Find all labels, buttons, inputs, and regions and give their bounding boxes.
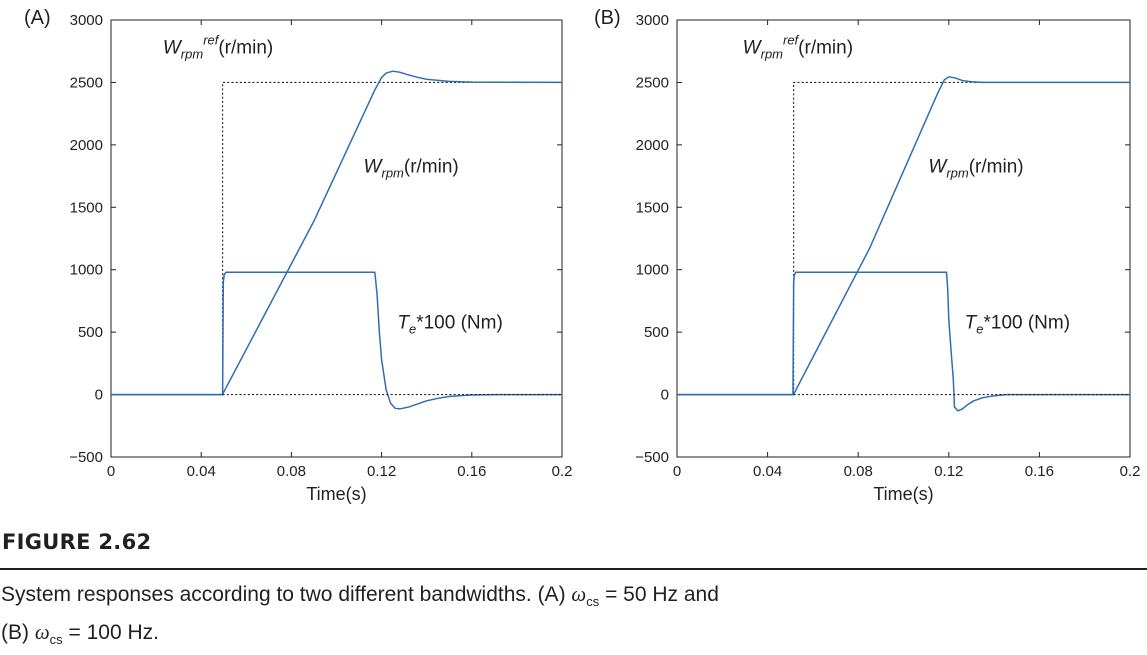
annotation-0: Wrpmref(r/min) xyxy=(163,33,273,62)
x-tick-label: 0.12 xyxy=(934,463,963,480)
x-axis-label: Time(s) xyxy=(306,484,366,504)
annotation-0: Wrpmref(r/min) xyxy=(743,33,853,62)
caption-sub-a: cs xyxy=(586,594,600,610)
y-tick-label: 500 xyxy=(644,324,669,341)
caption-line2-text: (B) xyxy=(1,621,35,645)
caption-line1-value: = 50 Hz and xyxy=(599,583,719,606)
figure-panels: 0 0.04 0.08 0.12 0.16 0.2−5000500100015002000… xyxy=(24,7,1140,504)
x-tick-label: 0.2 xyxy=(552,463,573,480)
y-tick-label: 1500 xyxy=(636,199,669,216)
y-tick-label: 1000 xyxy=(70,262,103,279)
caption-line2-value: = 100 Hz. xyxy=(62,621,159,645)
series-line-0 xyxy=(677,81,1130,396)
series-line-2 xyxy=(111,271,562,410)
y-tick-label: 1500 xyxy=(70,199,103,216)
panel-label: (A) xyxy=(24,7,51,29)
y-tick-label: 2000 xyxy=(70,137,103,154)
annotation-1: Wrpm(r/min) xyxy=(928,156,1023,180)
caption-rule xyxy=(0,568,1147,570)
annotation-1: Wrpm(r/min) xyxy=(364,156,459,180)
x-tick-label: 0.2 xyxy=(1120,463,1141,480)
x-tick-label: 0.16 xyxy=(1025,463,1054,480)
x-tick-label: 0.12 xyxy=(367,463,396,480)
x-axis-label: Time(s) xyxy=(873,484,933,504)
caption-omega-b: ω xyxy=(34,620,50,645)
chart-panel-0: 0 0.04 0.08 0.12 0.16 0.2−5000500100015002000… xyxy=(24,7,572,504)
series-line-0 xyxy=(111,81,562,396)
x-tick-label: 0 xyxy=(673,463,681,480)
series-line-2 xyxy=(677,271,1130,412)
y-tick-label: −500 xyxy=(635,449,669,466)
y-tick-label: 1000 xyxy=(636,262,669,279)
y-tick-label: 2500 xyxy=(636,74,669,91)
y-tick-label: 3000 xyxy=(636,12,669,29)
x-tick-label: 0.16 xyxy=(457,463,486,480)
y-tick-label: 0 xyxy=(661,387,669,404)
y-tick-label: 3000 xyxy=(70,12,103,29)
y-tick-label: 500 xyxy=(78,324,103,341)
plot-frame xyxy=(110,19,563,458)
figure-caption: System responses according to two differ… xyxy=(1,579,1141,655)
annotation-2: Te*100 (Nm) xyxy=(965,312,1070,336)
x-tick-label: 0.04 xyxy=(753,463,782,480)
chart-panel-1: 0 0.04 0.08 0.12 0.16 0.2−5000500100015002000… xyxy=(594,7,1140,504)
caption-omega-a: ω xyxy=(571,582,587,606)
plot-frame xyxy=(676,19,1131,458)
x-tick-label: 0.08 xyxy=(844,463,873,480)
caption-sub-b: cs xyxy=(49,632,63,648)
y-tick-label: 2000 xyxy=(636,137,669,154)
series-line-1 xyxy=(677,76,1130,396)
figure-label: FIGURE 2.62 xyxy=(2,530,152,554)
x-tick-label: 0 xyxy=(107,463,115,480)
annotation-2: Te*100 (Nm) xyxy=(397,312,502,336)
y-tick-label: 0 xyxy=(95,387,103,404)
caption-line1-text: System responses according to two differ… xyxy=(1,583,572,606)
y-tick-label: −500 xyxy=(69,449,103,466)
x-tick-label: 0.04 xyxy=(187,463,216,480)
x-tick-label: 0.08 xyxy=(277,463,306,480)
series-line-1 xyxy=(111,70,563,396)
y-tick-label: 2500 xyxy=(70,74,103,91)
panel-label: (B) xyxy=(594,7,621,29)
